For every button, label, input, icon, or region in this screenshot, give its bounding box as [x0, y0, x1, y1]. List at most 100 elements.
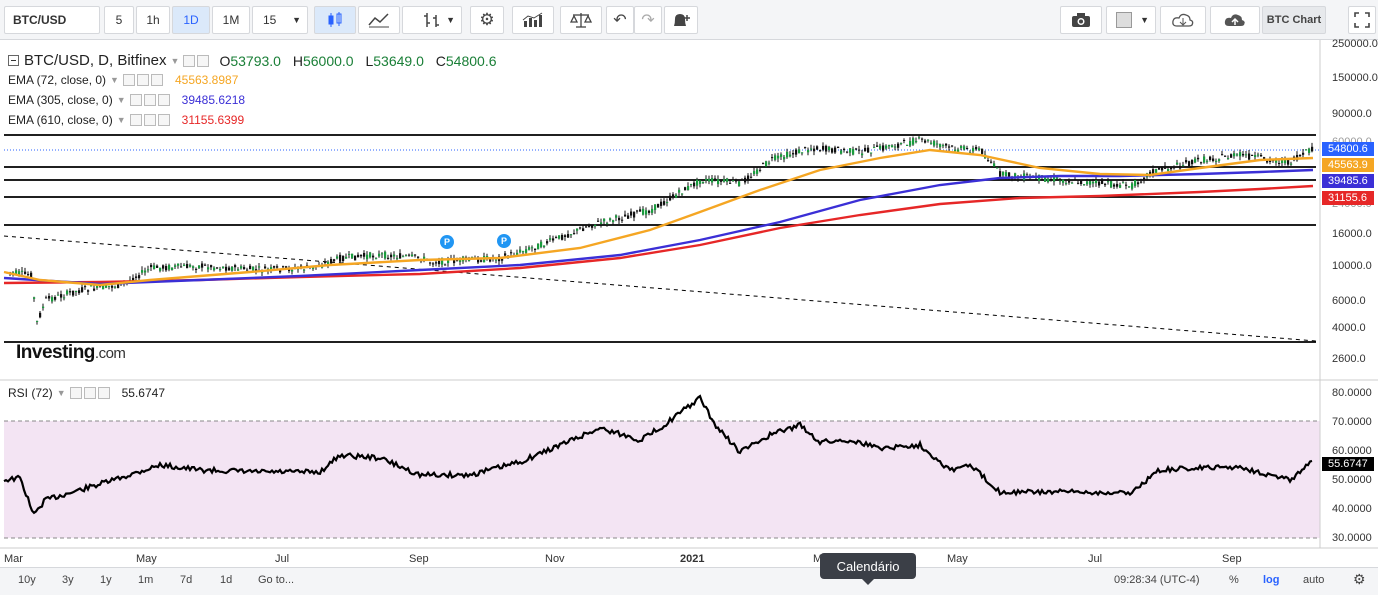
candle-body — [942, 145, 945, 147]
close-icon[interactable] — [157, 114, 170, 126]
save-button[interactable] — [1210, 6, 1260, 34]
candle-body — [822, 145, 825, 150]
candle-body — [396, 257, 399, 259]
candle-body — [669, 195, 672, 201]
candle-body — [663, 201, 666, 205]
interval-1h[interactable]: 1h — [136, 6, 170, 34]
range-7d[interactable]: 7d — [180, 574, 193, 586]
alert-button[interactable] — [664, 6, 698, 34]
chevron-down-icon[interactable]: ▼ — [110, 75, 119, 85]
log-toggle[interactable]: log — [1263, 574, 1280, 586]
gear-icon[interactable]: ⚙ — [1353, 571, 1366, 587]
visibility-icon[interactable] — [183, 54, 196, 67]
candle-body — [870, 152, 873, 154]
compare-button[interactable] — [560, 6, 602, 34]
price-axis-label: 150000.0 — [1332, 72, 1378, 84]
range-1y[interactable]: 1y — [100, 574, 112, 586]
price-axis-label: 16000.0 — [1332, 228, 1372, 240]
gear-icon[interactable] — [136, 74, 149, 86]
candle-body — [783, 156, 786, 160]
range-10y[interactable]: 10y — [18, 574, 36, 586]
range-1d[interactable]: 1d — [220, 574, 233, 586]
indicators-button[interactable] — [512, 6, 554, 34]
trendline[interactable] — [3, 235, 1317, 342]
candle-body — [501, 258, 504, 261]
line-chart-button[interactable] — [358, 6, 400, 34]
redo-button[interactable]: ↷ — [634, 6, 662, 34]
candle-body — [837, 146, 840, 149]
candle-body — [579, 227, 582, 229]
interval-1d[interactable]: 1D — [172, 6, 210, 34]
undo-button[interactable]: ↶ — [606, 6, 634, 34]
gear-icon[interactable] — [83, 387, 96, 399]
candle-body — [717, 179, 720, 185]
candle-body — [87, 290, 90, 292]
load-button[interactable] — [1160, 6, 1206, 34]
candle-body — [912, 138, 915, 145]
chevron-down-icon[interactable]: ▼ — [116, 95, 126, 105]
candle-body — [1260, 154, 1263, 157]
candle-body — [675, 194, 678, 198]
interval-15[interactable]: 15 ▼ — [252, 6, 308, 34]
close-icon[interactable] — [97, 387, 110, 399]
candle-body — [1164, 165, 1167, 169]
close-icon[interactable] — [150, 74, 163, 86]
candle-body — [255, 269, 258, 271]
gear-icon[interactable] — [143, 94, 156, 106]
collapse-icon[interactable] — [8, 55, 19, 66]
range-1m[interactable]: 1m — [138, 574, 154, 586]
candle-body — [1134, 179, 1137, 186]
candle-body — [954, 149, 957, 152]
legend-title[interactable]: BTC/USD, D, Bitfinex — [24, 52, 167, 69]
settings-button[interactable]: ⚙ — [470, 6, 504, 34]
interval-5[interactable]: 5 — [104, 6, 134, 34]
horizontal-levels[interactable] — [4, 134, 1316, 343]
range-3y[interactable]: 3y — [62, 574, 74, 586]
gear-icon[interactable] — [197, 54, 210, 67]
candle-body — [231, 266, 234, 271]
visibility-icon[interactable] — [69, 387, 82, 399]
candle-body — [774, 155, 777, 160]
candle-body — [360, 254, 363, 257]
auto-toggle[interactable]: auto — [1303, 574, 1325, 586]
gear-icon[interactable] — [143, 114, 156, 126]
marker-p[interactable]: P — [497, 234, 511, 248]
candle-body — [495, 259, 498, 261]
goto-button[interactable]: Go to... — [258, 574, 295, 586]
candles-button[interactable] — [314, 6, 356, 34]
candle-body — [93, 288, 96, 291]
rsi-label[interactable]: RSI (72) — [8, 386, 53, 400]
close-icon[interactable] — [157, 94, 170, 106]
chevron-down-icon[interactable]: ▼ — [116, 115, 126, 125]
color-picker-button[interactable]: ▼ — [1106, 6, 1156, 34]
visibility-icon[interactable] — [129, 94, 142, 106]
candle-body — [897, 143, 900, 148]
candle-body — [921, 138, 924, 140]
bars-button[interactable]: ▼ — [402, 6, 462, 34]
candle-body — [525, 249, 528, 253]
candle-body — [270, 267, 273, 271]
symbol-input[interactable]: BTC/USD — [4, 6, 100, 34]
color-box-icon — [1116, 12, 1132, 28]
visibility-icon[interactable] — [122, 74, 135, 86]
marker-p[interactable]: P — [440, 235, 454, 249]
chevron-down-icon[interactable]: ▼ — [170, 55, 180, 66]
visibility-icon[interactable] — [129, 114, 142, 126]
ema72-label[interactable]: EMA (72, close, 0) — [8, 73, 107, 87]
candle-body — [228, 267, 231, 271]
percent-toggle[interactable]: % — [1229, 574, 1239, 586]
chevron-down-icon[interactable]: ▼ — [56, 388, 66, 398]
screenshot-button[interactable] — [1060, 6, 1102, 34]
fullscreen-button[interactable] — [1348, 6, 1376, 34]
interval-1m[interactable]: 1M — [212, 6, 250, 34]
candle-body — [780, 154, 783, 157]
ema610-label[interactable]: EMA (610, close, 0) — [8, 113, 113, 127]
candle-body — [639, 209, 642, 212]
candle-body — [1026, 174, 1029, 176]
fullscreen-icon — [1354, 12, 1370, 28]
rsi-axis-label: 60.0000 — [1332, 445, 1372, 457]
candle-body — [408, 254, 411, 256]
ema305-label[interactable]: EMA (305, close, 0) — [8, 93, 113, 107]
candle-body — [36, 320, 39, 322]
